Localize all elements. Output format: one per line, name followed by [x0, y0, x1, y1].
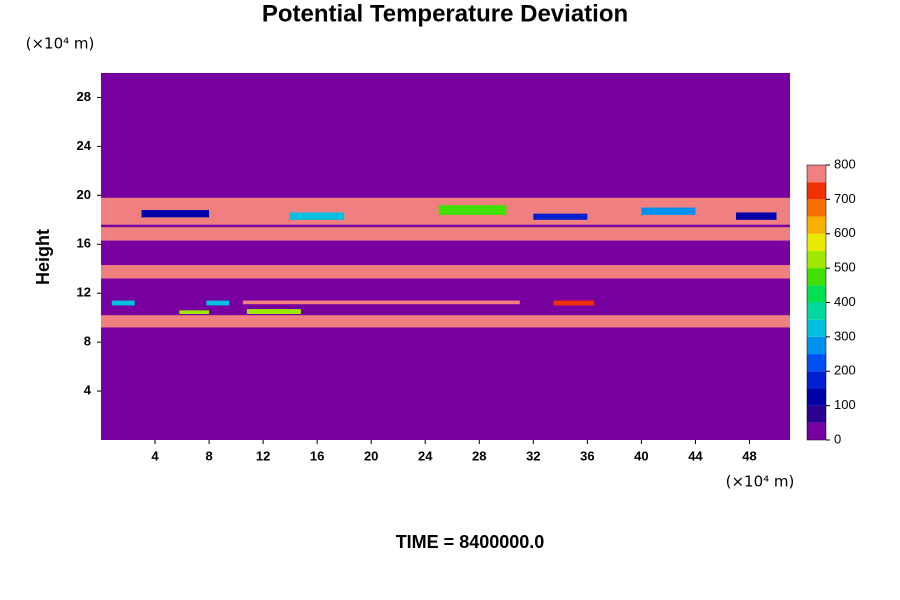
colorbar-swatch	[807, 302, 826, 320]
colorbar-tick-label: 600	[834, 225, 856, 240]
contour-region	[101, 73, 790, 440]
colorbar-tick-label: 200	[834, 363, 856, 378]
x-unit: (×10⁴ m)	[726, 473, 795, 491]
colorbar-swatch	[807, 250, 826, 269]
colorbar-tick-label: 500	[834, 260, 856, 275]
y-unit: (×10⁴ m)	[26, 35, 95, 53]
colorbar-swatch	[807, 233, 826, 251]
y-tick-label: 24	[77, 138, 92, 153]
colorbar-tick-label: 800	[834, 156, 856, 171]
colorbar-swatch	[807, 268, 826, 286]
x-tick-label: 20	[364, 448, 378, 463]
contour-region	[101, 265, 790, 279]
x-tick-label: 36	[580, 448, 594, 463]
x-tick-label: 28	[472, 448, 486, 463]
y-axis-label: Height	[33, 229, 53, 285]
colorbar-swatch	[807, 336, 826, 355]
colorbar-swatch	[807, 422, 826, 440]
x-tick-label: 44	[688, 448, 703, 463]
contour-region	[141, 210, 210, 218]
annotation: TIME = 8400000.0	[396, 532, 545, 552]
x-tick-label: 48	[742, 448, 756, 463]
contour-region	[290, 212, 345, 220]
colorbar-swatch	[807, 371, 826, 389]
contour-region	[179, 310, 210, 314]
colorbar-swatch	[807, 354, 826, 372]
contour-region	[101, 315, 790, 328]
colorbar-swatch	[807, 165, 826, 183]
y-tick-label: 20	[77, 187, 91, 202]
colorbar-tick-label: 400	[834, 294, 856, 309]
contour-region	[533, 213, 588, 220]
y-tick-label: 4	[84, 383, 92, 398]
contour-region	[242, 300, 520, 305]
contour-region	[641, 207, 696, 215]
x-tick-label: 8	[205, 448, 212, 463]
x-tick-label: 4	[151, 448, 159, 463]
contour-region	[111, 300, 135, 306]
colorbar-tick-label: 700	[834, 191, 856, 206]
colorbar-tick-label: 300	[834, 328, 856, 343]
y-tick-label: 16	[77, 236, 91, 251]
colorbar-swatch	[807, 405, 826, 423]
colorbar-swatch	[807, 199, 826, 217]
x-tick-label: 24	[418, 448, 433, 463]
contour-region	[101, 227, 790, 241]
colorbar-tick-label: 0	[834, 431, 841, 446]
x-tick-label: 40	[634, 448, 648, 463]
contour-region	[246, 309, 301, 314]
colorbar-tick-label: 100	[834, 397, 856, 412]
y-tick-label: 12	[77, 285, 91, 300]
colorbar-swatch	[807, 319, 826, 337]
y-tick-label: 8	[84, 334, 91, 349]
contour-region	[206, 300, 230, 306]
y-tick-label: 28	[77, 89, 91, 104]
x-tick-label: 12	[256, 448, 270, 463]
x-tick-label: 16	[310, 448, 324, 463]
contour-region	[735, 212, 777, 220]
chart-title: Potential Temperature Deviation	[262, 0, 628, 27]
colorbar-swatch	[807, 388, 826, 406]
contour-region	[438, 205, 507, 215]
colorbar-swatch	[807, 182, 826, 200]
colorbar-swatch	[807, 216, 826, 234]
colorbar-swatch	[807, 285, 826, 303]
x-tick-label: 32	[526, 448, 540, 463]
contour-region	[553, 300, 595, 306]
